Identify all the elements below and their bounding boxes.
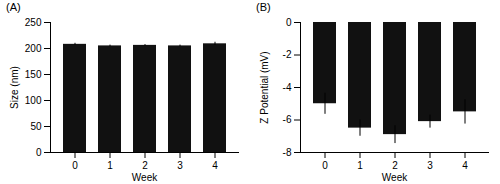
svg-text:Week: Week xyxy=(382,172,408,183)
svg-text:4: 4 xyxy=(212,160,218,171)
svg-text:2: 2 xyxy=(142,160,148,171)
svg-text:-6: -6 xyxy=(283,114,292,125)
html-text:(A): (A) xyxy=(6,1,21,13)
svg-text:3: 3 xyxy=(427,160,433,171)
svg-text:150: 150 xyxy=(25,69,42,80)
svg-text:-8: -8 xyxy=(283,147,292,158)
svg-text:Size (nm): Size (nm) xyxy=(9,66,20,109)
svg-text:-2: -2 xyxy=(283,49,292,60)
svg-text:Z Potential (mV): Z Potential (mV) xyxy=(259,51,270,123)
svg-text:0: 0 xyxy=(72,160,78,171)
html-text:(B): (B) xyxy=(256,1,271,13)
svg-text:1: 1 xyxy=(107,160,113,171)
svg-text:0: 0 xyxy=(322,160,328,171)
svg-text:Week: Week xyxy=(132,172,158,183)
svg-text:250: 250 xyxy=(25,17,42,28)
svg-text:0: 0 xyxy=(286,17,292,28)
svg-text:3: 3 xyxy=(177,160,183,171)
svg-text:50: 50 xyxy=(30,121,42,132)
svg-text:4: 4 xyxy=(462,160,468,171)
svg-text:0: 0 xyxy=(36,147,42,158)
svg-text:1: 1 xyxy=(357,160,363,171)
svg-text:100: 100 xyxy=(25,95,42,106)
svg-text:200: 200 xyxy=(25,43,42,54)
svg-text:-4: -4 xyxy=(283,82,292,93)
svg-text:2: 2 xyxy=(392,160,398,171)
